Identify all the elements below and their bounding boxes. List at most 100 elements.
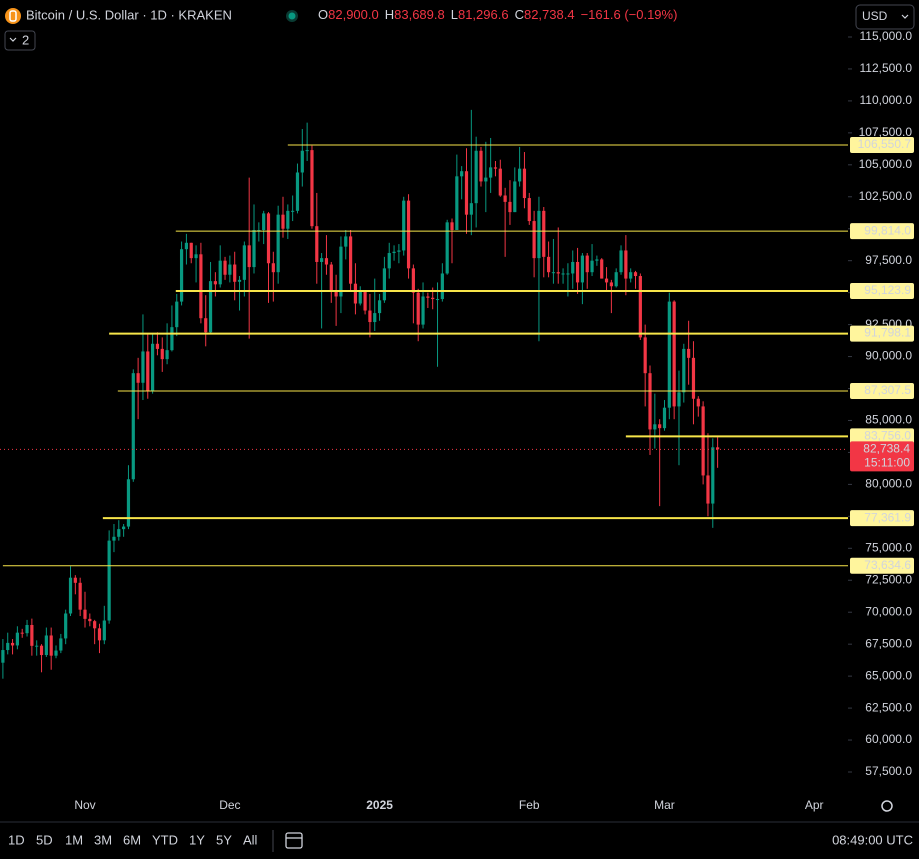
candle-body (445, 222, 449, 274)
candle-body (556, 272, 560, 274)
candle-body (590, 260, 594, 273)
candle-body (131, 373, 135, 480)
candle-body (600, 259, 604, 279)
currency: USD (862, 9, 888, 23)
candle-body (184, 242, 189, 250)
ohlc-key: O (318, 7, 328, 22)
candle-body (450, 222, 454, 231)
candle-body (112, 536, 116, 541)
candle-body (392, 251, 396, 254)
candle-body (373, 313, 377, 323)
candle-body (300, 150, 304, 173)
candle-body (382, 268, 387, 301)
candle-body (426, 296, 430, 298)
candle-body (624, 250, 628, 279)
y-tick-label: 97,500.0 (865, 253, 912, 267)
y-tick-label: 80,000.0 (865, 477, 912, 491)
candle-body (474, 150, 478, 204)
candle-body (83, 609, 87, 619)
candle-body (518, 168, 522, 182)
candle-body (585, 255, 589, 273)
candle-body (527, 198, 531, 222)
candle-body (551, 272, 556, 274)
indicator-count: 2 (22, 32, 29, 47)
candle-body (537, 210, 541, 259)
range-button[interactable]: 6M (123, 832, 141, 847)
candle-body (179, 249, 184, 302)
range-button[interactable]: 3M (94, 832, 112, 847)
candle-body (237, 279, 242, 282)
candle-body (402, 200, 406, 251)
candle-body (310, 150, 314, 227)
candle-body (348, 236, 353, 284)
level-label: 91,798.1 (864, 326, 911, 340)
range-button[interactable]: 5D (36, 832, 53, 847)
indicator-toggle[interactable] (4, 30, 36, 51)
candle-body (20, 632, 24, 634)
symbol-title: Bitcoin / U.S. Dollar · 1D · KRAKEN (26, 7, 232, 22)
candle-body (397, 250, 401, 252)
candle-body (575, 261, 580, 283)
candle-body (49, 635, 53, 656)
settings-icon[interactable] (881, 800, 893, 812)
candle-body (435, 299, 440, 301)
range-button[interactable]: 1Y (189, 832, 205, 847)
candle-body (155, 343, 160, 349)
candle-body (102, 620, 106, 641)
range-button[interactable]: 1M (65, 832, 83, 847)
candle-body (580, 255, 584, 283)
date-range-icon[interactable] (285, 832, 303, 849)
ohlc-value: 81,296.6 (458, 7, 509, 22)
range-button[interactable]: 1D (8, 832, 25, 847)
level-label-box (850, 325, 914, 342)
ohlc-key: H (385, 7, 394, 22)
candle-body (368, 310, 372, 323)
x-tick-label: Feb (519, 798, 540, 812)
candle-body (619, 250, 623, 273)
last-price-label: 82,738.4 (863, 442, 910, 456)
candle-body (291, 210, 295, 212)
bitcoin-icon (5, 8, 21, 24)
price-axis: 57,500.0 60,000.0 62,500.0 65,000.0 67,500.0… (848, 29, 914, 778)
candle-body (638, 276, 642, 338)
y-tick-label: 60,000.0 (865, 732, 912, 746)
y-tick-label: 85,000.0 (865, 413, 912, 427)
candle-body (175, 301, 179, 328)
ohlc-value: 83,689.8 (394, 7, 445, 22)
candle-body (228, 264, 232, 275)
candle-body (344, 236, 348, 247)
chevron (9, 37, 17, 42)
candle-body (1, 650, 5, 663)
candle-body (30, 624, 34, 646)
countdown: 15:11:00 (864, 456, 910, 470)
range-button[interactable]: All (243, 832, 258, 847)
plot-area: Nov Dec 2025 Feb Mar Apr (0, 109, 848, 812)
level-label-box (850, 136, 914, 153)
candle-body (68, 577, 73, 614)
candle-body (281, 214, 285, 229)
ohlc-key: L (451, 7, 458, 22)
candle-body (257, 230, 261, 232)
candle-body (691, 357, 696, 399)
level-label-box (850, 428, 914, 445)
candle-body (54, 650, 58, 656)
candle-body (716, 447, 720, 450)
candle-body (658, 424, 662, 429)
candle-body (508, 201, 512, 213)
candle-body (706, 475, 710, 504)
candle-body (484, 177, 488, 182)
level-label: 77,361.9 (864, 510, 911, 524)
last-price-box (850, 441, 914, 472)
range-button[interactable]: 5Y (216, 832, 232, 847)
candle-body (126, 479, 131, 527)
candle-body (479, 150, 483, 182)
candle-body (696, 398, 700, 407)
candle-body (614, 272, 618, 287)
candle-body (252, 230, 256, 268)
currency-select[interactable] (855, 4, 915, 30)
candle-body (431, 297, 435, 300)
candle-body (165, 350, 169, 360)
candle-body (324, 258, 329, 265)
level-label: 73,634.6 (864, 558, 911, 572)
range-button[interactable]: YTD (152, 832, 178, 847)
